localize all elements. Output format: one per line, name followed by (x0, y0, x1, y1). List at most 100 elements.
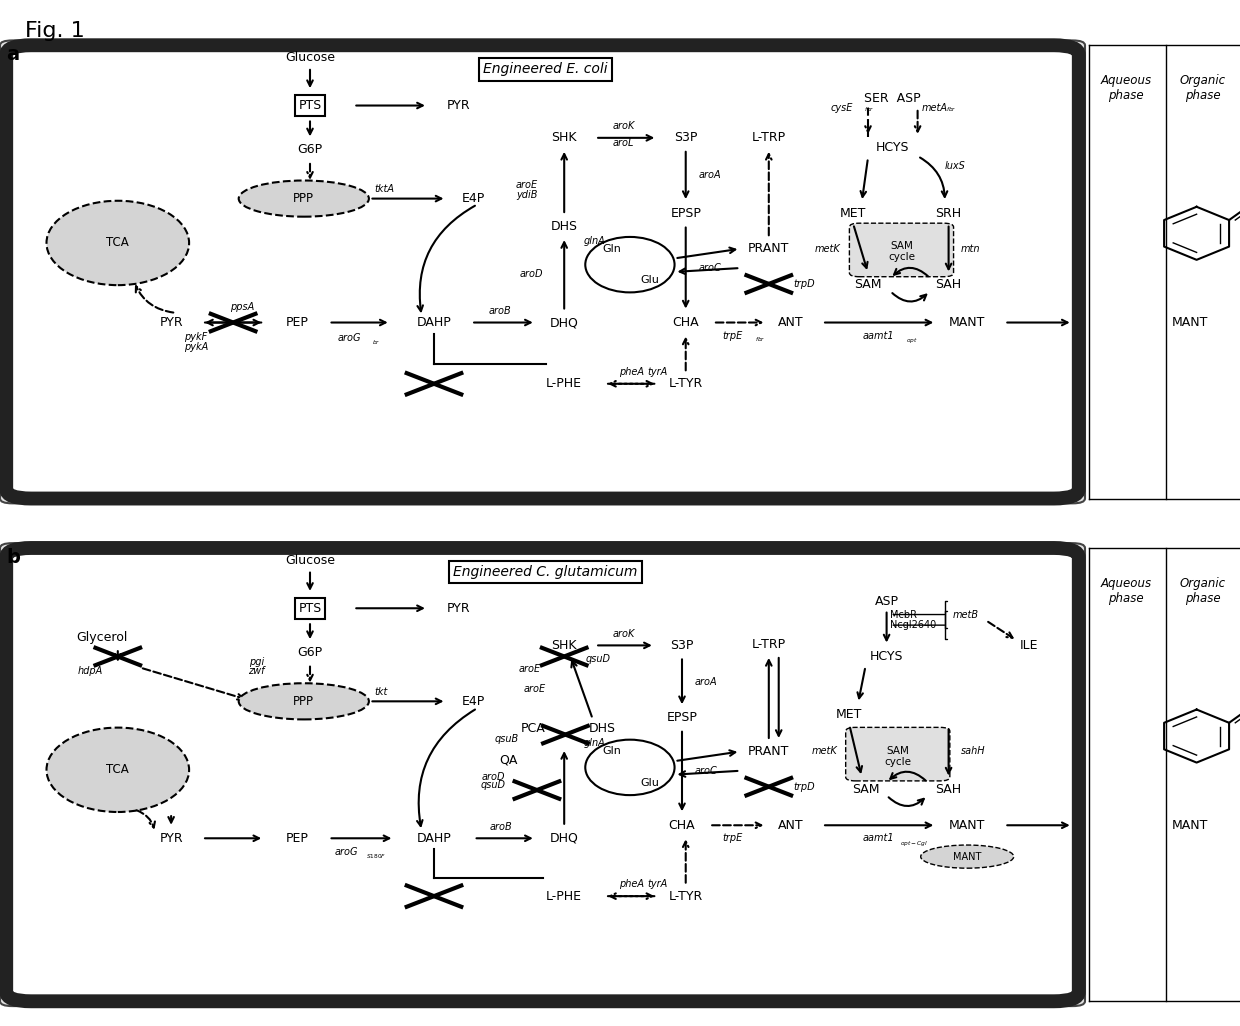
Text: ydiB: ydiB (517, 190, 538, 200)
Text: pheA: pheA (619, 879, 644, 890)
Text: L-PHE: L-PHE (546, 378, 583, 390)
Text: PRANT: PRANT (748, 745, 790, 758)
Text: DHS: DHS (551, 220, 578, 233)
Text: tyrA: tyrA (647, 367, 667, 377)
Text: trpE: trpE (723, 833, 743, 843)
Text: DHS: DHS (589, 722, 616, 736)
Text: G6P: G6P (298, 144, 322, 156)
Text: aroD: aroD (520, 269, 543, 279)
Text: PPP: PPP (294, 192, 314, 205)
Text: PEP: PEP (286, 316, 309, 329)
Text: Ncgl2640: Ncgl2640 (890, 620, 936, 630)
Text: ANT: ANT (779, 819, 804, 832)
Text: Glu: Glu (640, 778, 660, 788)
Text: aroG: aroG (337, 333, 361, 343)
Text: $^{S180F}$: $^{S180F}$ (366, 854, 386, 862)
Text: Fig. 1: Fig. 1 (25, 21, 84, 40)
Text: Aqueous
phase: Aqueous phase (1100, 577, 1152, 605)
Text: Organic
phase: Organic phase (1179, 577, 1226, 605)
Ellipse shape (238, 683, 370, 719)
Text: ILE: ILE (1021, 639, 1038, 652)
FancyBboxPatch shape (849, 224, 954, 277)
Text: glnA: glnA (583, 236, 605, 245)
Text: DAHP: DAHP (417, 832, 451, 844)
Text: HCYS: HCYS (875, 141, 910, 154)
Text: MANT: MANT (954, 852, 981, 862)
Text: PEP: PEP (286, 832, 309, 844)
FancyBboxPatch shape (6, 548, 1079, 1001)
Text: aroA: aroA (694, 676, 717, 686)
Text: PYR: PYR (446, 602, 470, 615)
Text: PCA: PCA (521, 722, 546, 736)
Text: L-TRP: L-TRP (751, 131, 786, 145)
Text: aroC: aroC (698, 263, 720, 273)
Text: MET: MET (836, 708, 863, 721)
FancyBboxPatch shape (846, 727, 950, 781)
FancyBboxPatch shape (0, 543, 1085, 1007)
Text: glnA: glnA (583, 739, 605, 748)
Text: L-TYR: L-TYR (668, 890, 703, 903)
Text: QA: QA (500, 754, 517, 766)
Text: MANT: MANT (949, 316, 986, 329)
Text: S3P: S3P (675, 131, 697, 145)
Text: E4P: E4P (461, 192, 485, 205)
Text: aroE: aroE (518, 664, 541, 673)
Text: hdpA: hdpA (78, 666, 103, 676)
Text: luxS: luxS (945, 161, 966, 170)
Text: EPSP: EPSP (667, 711, 697, 724)
Text: MANT: MANT (1172, 819, 1209, 832)
Text: SER  ASP: SER ASP (864, 91, 921, 105)
Text: MANT: MANT (1172, 316, 1209, 329)
Text: HCYS: HCYS (869, 650, 904, 663)
Text: metB: metB (952, 609, 978, 620)
Text: zwf: zwf (248, 666, 264, 676)
Text: aroG: aroG (335, 847, 358, 857)
Text: $^{fbr}$: $^{fbr}$ (864, 107, 875, 116)
Text: aroK: aroK (613, 629, 635, 638)
Text: Glucose: Glucose (285, 51, 335, 64)
Text: metK: metK (811, 747, 837, 756)
Text: CHA: CHA (668, 819, 696, 832)
Text: pykA: pykA (184, 342, 208, 352)
Text: pheA: pheA (619, 367, 644, 377)
Text: aroB: aroB (489, 306, 511, 316)
Text: EPSP: EPSP (671, 206, 701, 220)
Text: tyrA: tyrA (647, 879, 667, 890)
Text: TCA: TCA (107, 763, 129, 777)
Text: S3P: S3P (671, 639, 693, 652)
Text: trpE: trpE (723, 330, 743, 341)
Text: b: b (6, 548, 20, 567)
Text: aroD: aroD (482, 773, 505, 782)
Text: SAM: SAM (890, 241, 913, 251)
Text: mtn: mtn (961, 244, 981, 253)
Text: SHK: SHK (552, 639, 577, 652)
Text: TCA: TCA (107, 236, 129, 249)
Text: L-TRP: L-TRP (751, 638, 786, 650)
Text: pgi: pgi (249, 658, 264, 667)
Text: aamt1: aamt1 (862, 833, 894, 843)
Text: Glycerol: Glycerol (76, 631, 128, 643)
Text: Engineered E. coli: Engineered E. coli (484, 63, 608, 76)
Text: sahH: sahH (961, 747, 986, 756)
Text: PYR: PYR (446, 100, 470, 112)
Text: ppsA: ppsA (229, 302, 254, 312)
Text: PPP: PPP (294, 695, 314, 708)
Text: metA: metA (921, 103, 947, 113)
Text: SAM: SAM (852, 783, 879, 795)
Text: MET: MET (839, 206, 867, 220)
Text: cycle: cycle (884, 756, 911, 766)
Text: CHA: CHA (672, 316, 699, 329)
Text: $^{fbr}$: $^{fbr}$ (755, 337, 766, 346)
Text: cycle: cycle (888, 252, 915, 263)
Text: cysE: cysE (831, 103, 853, 113)
Text: $^{opt}$: $^{opt}$ (906, 338, 919, 347)
Text: a: a (6, 45, 20, 65)
Text: E4P: E4P (461, 695, 485, 708)
Text: Organic
phase: Organic phase (1179, 74, 1226, 103)
Text: $^{fbr}$: $^{fbr}$ (946, 107, 957, 116)
Text: DAHP: DAHP (417, 316, 451, 329)
Ellipse shape (47, 201, 188, 285)
Text: SAM: SAM (887, 746, 909, 755)
Text: SAH: SAH (935, 278, 962, 291)
Text: Aqueous
phase: Aqueous phase (1100, 74, 1152, 103)
